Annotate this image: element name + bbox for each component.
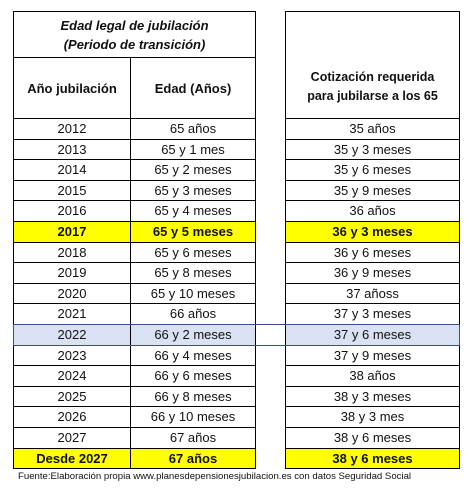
cell-year: 2022 [13,324,131,346]
table-row[interactable]: 2025 66 y 8 meses 38 y 3 meses [13,386,460,408]
cell-year: 2026 [13,407,131,428]
cell-year: 2019 [13,263,131,284]
cell-year: 2015 [13,180,131,202]
column-header-year: Año jubilación [13,57,131,119]
title-line-2: (Periodo de transición) [63,37,206,52]
cell-year: 2023 [13,345,131,367]
source-footnote: Fuente:Elaboración propia www.planesdepe… [18,471,412,482]
table-row[interactable]: 2024 66 y 6 meses 38 años [13,366,460,387]
cell-year: 2012 [13,119,131,140]
cell-age: 66 años [131,304,256,325]
cell-contribution: 36 y 9 meses [285,263,460,284]
cell-age: 66 y 8 meses [131,386,256,408]
cell-age: 66 y 10 meses [131,407,256,428]
cell-year: 2016 [13,201,131,222]
table-row[interactable]: 2026 66 y 10 meses 38 y 3 mes [13,407,460,428]
contribution-header-line-1: Cotización requerida [310,70,435,84]
table-row[interactable]: 2012 65 años 35 años [13,119,460,140]
table-row[interactable]: 2023 66 y 4 meses 37 y 9 meses [13,345,460,367]
cell-contribution: 37 y 3 meses [285,304,460,325]
title-line-1: Edad legal de jubilación [60,18,209,33]
cell-contribution: 38 y 6 meses [285,427,460,449]
cell-age: 66 y 4 meses [131,345,256,367]
cell-age: 65 y 4 meses [131,201,256,222]
cell-contribution: 35 años [285,119,460,140]
table-body: 2012 65 años 35 años 2013 65 y 1 mes 35 y 3 m… [13,119,460,470]
cell-contribution: 35 y 6 meses [285,160,460,181]
cell-age: 67 años [131,427,256,449]
cell-age: 67 años [131,448,256,470]
cell-age: 65 y 10 meses [131,283,256,305]
cell-contribution: 38 años [285,366,460,387]
cell-contribution: 35 y 9 meses [285,180,460,202]
cell-contribution: 38 y 3 mes [285,407,460,428]
cell-year: Desde 2027 [13,448,131,470]
cell-contribution: 37 añoss [285,283,460,305]
table-row[interactable]: 2021 66 años 37 y 3 meses [13,304,460,325]
cell-year: 2014 [13,160,131,181]
cell-contribution: 37 y 6 meses [285,324,460,346]
table-header: Edad legal de jubilación (Periodo de tra… [13,11,460,119]
table-row[interactable]: 2016 65 y 4 meses 36 años [13,201,460,222]
cell-contribution: 36 años [285,201,460,222]
column-header-age: Edad (Años) [131,57,256,119]
table-row[interactable]: 2013 65 y 1 mes 35 y 3 meses [13,139,460,161]
cell-age: 65 y 1 mes [131,139,256,161]
cell-contribution: 36 y 6 meses [285,242,460,264]
cell-age: 65 y 5 meses [131,221,256,243]
cell-age: 66 y 6 meses [131,366,256,387]
cell-age: 65 y 3 meses [131,180,256,202]
cell-year: 2018 [13,242,131,264]
cell-year: 2021 [13,304,131,325]
cell-age: 65 años [131,119,256,140]
cell-year: 2025 [13,386,131,408]
cell-year: 2013 [13,139,131,161]
table-row[interactable]: Desde 2027 67 años 38 y 6 meses [13,448,460,470]
table-row[interactable]: 2018 65 y 6 meses 36 y 6 meses [13,242,460,264]
contribution-header-line-2: para jubilarse a los 65 [307,89,438,103]
table-row[interactable]: 2015 65 y 3 meses 35 y 9 meses [13,180,460,202]
cell-age: 66 y 2 meses [131,324,256,346]
table-title: Edad legal de jubilación (Periodo de tra… [13,11,256,57]
cell-contribution: 35 y 3 meses [285,139,460,161]
table-row[interactable]: 2027 67 años 38 y 6 meses [13,427,460,449]
cell-age: 65 y 6 meses [131,242,256,264]
table-row[interactable]: 2017 65 y 5 meses 36 y 3 meses [13,221,460,243]
column-header-contribution: Cotización requerida para jubilarse a lo… [285,11,460,119]
cell-contribution: 38 y 6 meses [285,448,460,470]
table-row[interactable]: 2020 65 y 10 meses 37 añoss [13,283,460,305]
cell-year: 2024 [13,366,131,387]
cell-age: 65 y 2 meses [131,160,256,181]
cell-contribution: 36 y 3 meses [285,221,460,243]
table-row[interactable]: 2014 65 y 2 meses 35 y 6 meses [13,160,460,181]
cell-contribution: 37 y 9 meses [285,345,460,367]
table-row[interactable]: 2022 66 y 2 meses 37 y 6 meses [13,323,460,346]
cell-year: 2017 [13,221,131,243]
cell-year: 2027 [13,427,131,449]
cell-year: 2020 [13,283,131,305]
cell-contribution: 38 y 3 meses [285,386,460,408]
table-row[interactable]: 2019 65 y 8 meses 36 y 9 meses [13,263,460,284]
cell-age: 65 y 8 meses [131,263,256,284]
